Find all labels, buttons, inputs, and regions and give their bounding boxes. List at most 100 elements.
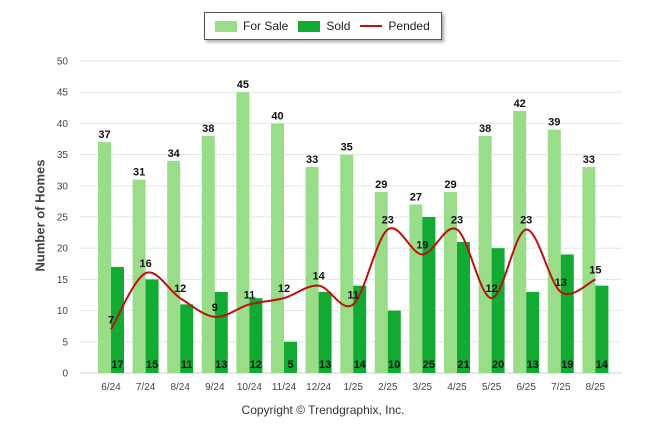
data-label-for-sale: 34 — [168, 148, 181, 160]
data-label-for-sale: 27 — [410, 192, 422, 204]
bar-for-sale — [236, 92, 250, 373]
data-label-sold: 13 — [527, 359, 539, 371]
data-label-sold: 10 — [388, 359, 400, 371]
data-label-for-sale: 39 — [548, 117, 560, 129]
data-label-for-sale: 38 — [479, 123, 491, 135]
bar-sold — [145, 279, 159, 373]
data-label-pended: 12 — [278, 283, 290, 295]
legend-label-sold: Sold — [326, 19, 351, 33]
bar-sold — [249, 298, 263, 373]
data-label-for-sale: 42 — [514, 98, 526, 110]
bar-for-sale — [201, 135, 215, 373]
data-label-for-sale: 31 — [133, 167, 145, 179]
data-label-pended: 23 — [382, 214, 394, 226]
bar-for-sale — [340, 154, 354, 373]
data-label-pended: 11 — [244, 289, 256, 301]
bar-for-sale — [582, 167, 596, 373]
bar-sold — [491, 248, 505, 373]
x-tick-label: 4/25 — [447, 382, 467, 393]
data-label-sold: 21 — [457, 359, 469, 371]
x-tick-label: 5/25 — [482, 382, 502, 393]
data-label-sold: 14 — [354, 359, 367, 371]
y-tick-label: 25 — [57, 213, 69, 224]
y-tick-label: 0 — [62, 369, 68, 380]
bar-for-sale — [305, 167, 319, 373]
data-label-pended: 12 — [485, 283, 497, 295]
x-tick-label: 7/24 — [136, 382, 156, 393]
data-label-for-sale: 37 — [98, 129, 110, 141]
bar-sold — [180, 304, 194, 373]
data-label-pended: 14 — [312, 271, 325, 283]
data-label-for-sale: 29 — [375, 179, 387, 191]
data-label-for-sale: 29 — [444, 179, 456, 191]
bar-for-sale — [167, 160, 181, 373]
legend-item-pended[interactable]: Pended — [360, 19, 430, 33]
x-tick-label: 7/25 — [551, 382, 571, 393]
legend-item-for-sale[interactable]: For Sale — [215, 19, 288, 33]
data-label-sold: 20 — [492, 359, 504, 371]
bar-sold — [353, 285, 367, 373]
bar-for-sale — [409, 204, 423, 373]
data-label-for-sale: 40 — [271, 110, 283, 122]
data-label-sold: 12 — [250, 359, 262, 371]
x-tick-label: 3/25 — [413, 382, 433, 393]
bar-sold — [318, 291, 332, 373]
bar-sold — [422, 217, 436, 373]
bar-for-sale — [547, 129, 561, 373]
bar-sold — [214, 291, 228, 373]
bar-for-sale — [132, 179, 146, 373]
bar-for-sale — [478, 135, 492, 373]
y-tick-label: 35 — [57, 150, 69, 161]
data-label-sold: 25 — [423, 359, 435, 371]
data-label-pended: 23 — [451, 214, 463, 226]
bar-for-sale — [98, 142, 111, 373]
legend-swatch-pended — [360, 25, 383, 27]
x-tick-label: 1/25 — [343, 382, 363, 393]
data-label-sold: 5 — [287, 359, 293, 371]
data-label-sold: 17 — [111, 359, 123, 371]
data-label-pended: 23 — [520, 214, 532, 226]
bar-sold — [111, 266, 124, 373]
data-label-for-sale: 33 — [583, 154, 595, 166]
copyright-text: Copyright © Trendgraphix, Inc. — [241, 403, 405, 417]
legend-swatch-sold — [298, 20, 321, 32]
legend-swatch-for-sale — [215, 20, 237, 32]
data-label-pended: 19 — [416, 239, 428, 251]
data-label-sold: 15 — [146, 359, 158, 371]
y-tick-label: 30 — [57, 181, 69, 192]
legend: For Sale Sold Pended — [204, 12, 442, 40]
bar-for-sale — [444, 192, 457, 373]
data-label-sold: 19 — [561, 359, 573, 371]
data-label-pended: 12 — [174, 283, 186, 295]
x-tick-label: 6/25 — [516, 382, 536, 393]
bar-sold — [284, 341, 297, 373]
data-label-pended: 13 — [555, 277, 567, 289]
y-axis-label: Number of Homes — [32, 159, 48, 272]
data-label-pended: 15 — [589, 264, 601, 276]
y-tick-label: 5 — [62, 337, 68, 348]
data-label-pended: 11 — [347, 289, 359, 301]
data-label-sold: 11 — [181, 359, 193, 371]
x-tick-label: 10/24 — [237, 382, 262, 393]
y-tick-label: 15 — [57, 275, 69, 286]
bar-for-sale — [374, 192, 388, 373]
data-label-pended: 16 — [139, 258, 151, 270]
data-label-for-sale: 45 — [237, 79, 249, 91]
x-tick-label: 12/24 — [306, 382, 331, 393]
bar-for-sale — [271, 123, 284, 374]
data-label-sold: 13 — [319, 359, 331, 371]
bar-sold — [387, 310, 401, 373]
bar-for-sale — [513, 110, 527, 374]
bar-sold — [560, 254, 574, 373]
x-tick-label: 9/24 — [205, 382, 225, 393]
x-tick-label: 2/25 — [378, 382, 398, 393]
x-tick-label: 8/25 — [586, 382, 606, 393]
data-label-pended: 7 — [108, 314, 114, 326]
legend-item-sold[interactable]: Sold — [298, 19, 350, 33]
y-tick-label: 50 — [57, 57, 69, 68]
data-label-sold: 13 — [215, 359, 227, 371]
y-tick-label: 45 — [57, 88, 69, 99]
legend-label-pended: Pended — [388, 19, 430, 33]
bar-sold — [595, 285, 609, 373]
